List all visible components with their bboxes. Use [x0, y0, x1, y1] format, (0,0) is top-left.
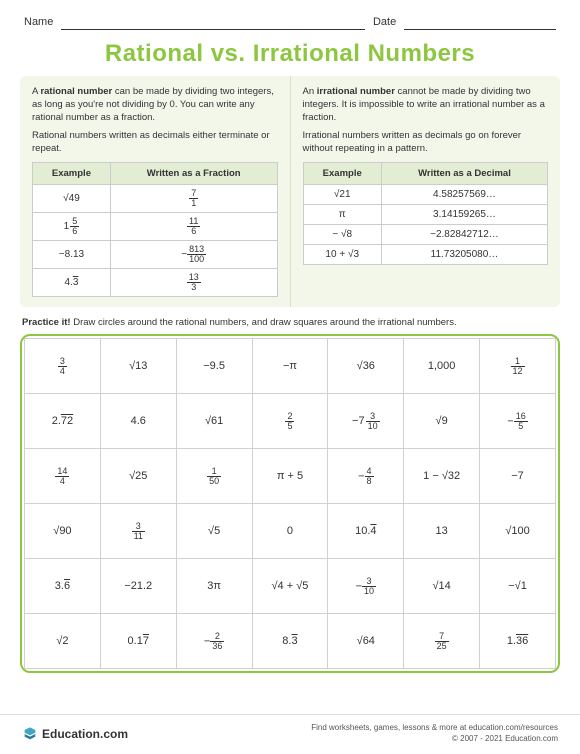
rational-desc-2: Rational numbers written as decimals eit…: [32, 130, 278, 156]
table-cell: 21: [303, 185, 381, 205]
table-cell: 49: [33, 185, 111, 213]
table-cell: 71: [110, 185, 277, 213]
table-cell: 156: [33, 213, 111, 241]
table-cell: 133: [110, 269, 277, 297]
date-blank[interactable]: [404, 16, 556, 30]
grid-cell: 10.4: [328, 504, 404, 559]
grid-cell: 725: [404, 614, 480, 669]
irrational-th-example: Example: [303, 163, 381, 185]
table-cell: 3.14159265…: [381, 205, 547, 225]
practice-grid-box: 3413−9.5−π361,0001122.724.66125−73109−16…: [20, 334, 560, 673]
table-cell: 11.73205080…: [381, 245, 547, 265]
irrational-desc-2: Irrational numbers written as decimals g…: [303, 130, 549, 156]
practice-grid-body: 3413−9.5−π361,0001122.724.66125−73109−16…: [25, 339, 556, 669]
grid-cell: 14: [404, 559, 480, 614]
grid-cell: 112: [480, 339, 556, 394]
table-cell: −813100: [110, 241, 277, 269]
grid-cell: −236: [176, 614, 252, 669]
grid-cell: 4.6: [100, 394, 176, 449]
name-label: Name: [24, 16, 53, 30]
footer: Education.com Find worksheets, games, le…: [0, 714, 580, 754]
practice-grid: 3413−9.5−π361,0001122.724.66125−73109−16…: [24, 338, 556, 669]
grid-cell: 61: [176, 394, 252, 449]
grid-cell: 4 + 5: [252, 559, 328, 614]
grid-cell: 144: [25, 449, 101, 504]
date-label: Date: [373, 16, 396, 30]
rational-th-example: Example: [33, 163, 111, 185]
grid-cell: 36: [328, 339, 404, 394]
grid-cell: −9.5: [176, 339, 252, 394]
table-cell: 4.3: [33, 269, 111, 297]
irrational-column: An irrational number cannot be made by d…: [291, 76, 561, 307]
grid-cell: 0.17: [100, 614, 176, 669]
table-cell: 10 + 3: [303, 245, 381, 265]
grid-cell: −π: [252, 339, 328, 394]
table-cell: 4.58257569…: [381, 185, 547, 205]
grid-cell: 1,000: [404, 339, 480, 394]
grid-cell: 64: [328, 614, 404, 669]
grid-cell: 3π: [176, 559, 252, 614]
grid-cell: −21.2: [100, 559, 176, 614]
grid-cell: 25: [100, 449, 176, 504]
header-row: Name Date: [0, 0, 580, 34]
grid-cell: 150: [176, 449, 252, 504]
rational-column: A rational number can be made by dividin…: [20, 76, 291, 307]
footer-tagline: Find worksheets, games, lessons & more a…: [311, 723, 558, 733]
rational-rows: 4971156116−8.13−8131004.3133: [33, 185, 278, 297]
practice-instruction: Practice it! Draw circles around the rat…: [22, 317, 558, 328]
grid-cell: π + 5: [252, 449, 328, 504]
grid-cell: −1: [480, 559, 556, 614]
footer-copyright: © 2007 - 2021 Education.com: [311, 734, 558, 744]
grid-cell: 13: [100, 339, 176, 394]
info-box: A rational number can be made by dividin…: [20, 76, 560, 307]
table-cell: −8.13: [33, 241, 111, 269]
page-title: Rational vs. Irrational Numbers: [0, 40, 580, 68]
footer-right: Find worksheets, games, lessons & more a…: [311, 723, 558, 744]
irrational-desc-1: An irrational number cannot be made by d…: [303, 86, 549, 124]
grid-cell: 1 − 32: [404, 449, 480, 504]
grid-cell: 100: [480, 504, 556, 559]
brand-text: Education.com: [42, 727, 128, 741]
grid-cell: 25: [252, 394, 328, 449]
grid-cell: 311: [100, 504, 176, 559]
grid-cell: 90: [25, 504, 101, 559]
grid-cell: 2: [25, 614, 101, 669]
table-cell: −2.82842712…: [381, 225, 547, 245]
grid-cell: 0: [252, 504, 328, 559]
grid-cell: 9: [404, 394, 480, 449]
name-blank[interactable]: [61, 16, 365, 30]
grid-cell: 34: [25, 339, 101, 394]
grid-cell: −7: [480, 449, 556, 504]
logo-icon: [22, 726, 38, 742]
table-cell: 116: [110, 213, 277, 241]
grid-cell: 13: [404, 504, 480, 559]
rational-desc-1: A rational number can be made by dividin…: [32, 86, 278, 124]
grid-cell: 8.3: [252, 614, 328, 669]
grid-cell: 5: [176, 504, 252, 559]
rational-th-fraction: Written as a Fraction: [110, 163, 277, 185]
grid-cell: −7310: [328, 394, 404, 449]
grid-cell: 1.36: [480, 614, 556, 669]
grid-cell: −165: [480, 394, 556, 449]
irrational-th-decimal: Written as a Decimal: [381, 163, 547, 185]
table-cell: − 8: [303, 225, 381, 245]
grid-cell: −48: [328, 449, 404, 504]
grid-cell: −310: [328, 559, 404, 614]
rational-table: ExampleWritten as a Fraction 4971156116−…: [32, 162, 278, 297]
logo: Education.com: [22, 726, 128, 742]
grid-cell: 3.6: [25, 559, 101, 614]
table-cell: π: [303, 205, 381, 225]
irrational-table: ExampleWritten as a Decimal 214.58257569…: [303, 162, 549, 265]
irrational-rows: 214.58257569…π3.14159265…− 8−2.82842712……: [303, 185, 548, 265]
grid-cell: 2.72: [25, 394, 101, 449]
